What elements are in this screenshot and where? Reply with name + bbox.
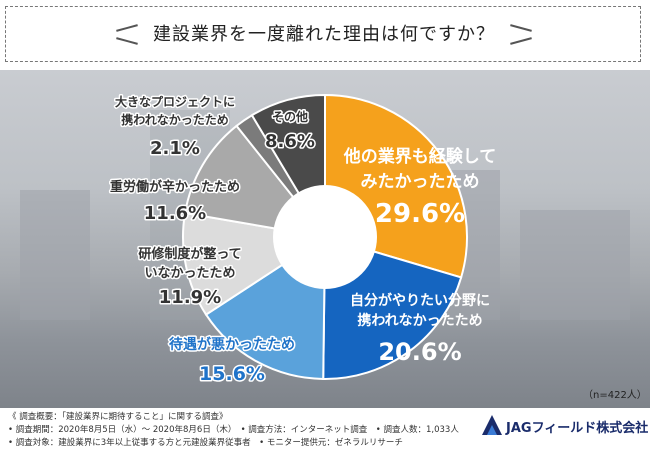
slice-label-2: 待遇が悪かったため xyxy=(169,336,295,353)
slice-label-4: 重労働が辛かったため xyxy=(110,179,240,195)
donut-hole xyxy=(273,185,377,289)
slice-label-1: 自分がやりたい分野に xyxy=(350,292,490,309)
slice-label-5-line2: 携われなかったため xyxy=(121,112,228,127)
slice-value-0: 29.6% xyxy=(375,199,465,229)
slice-value-4: 11.6% xyxy=(144,203,206,224)
slice-label-3: 研修制度が整って xyxy=(138,246,241,262)
slice-label-1-line2: 携われなかったため xyxy=(357,312,482,329)
slice-label-5: 大きなプロジェクトに xyxy=(115,94,235,109)
title-box: 建設業界を一度離れた理由は何ですか？ xyxy=(5,6,641,62)
slice-value-6: 8.6% xyxy=(265,131,315,152)
slice-label-0-line2: みたかったため xyxy=(361,172,480,192)
header: 建設業界を一度離れた理由は何ですか？ xyxy=(0,0,650,70)
logo-text: JAGフィールド株式会社 xyxy=(506,421,649,436)
slice-value-3: 11.9% xyxy=(159,287,221,308)
slice-label-3-line2: いなかったため xyxy=(144,266,235,281)
slice-label-6: その他 xyxy=(272,109,308,124)
footer-survey-target: • 調査対象：建設業界に3年以上従事する方と元建設業界従事者 • モニター提供元… xyxy=(8,438,403,448)
slice-value-1: 20.6% xyxy=(378,338,461,366)
footer-survey-period: • 調査期間：2020年8月5日（水）～ 2020年8月6日（木） • 調査方法… xyxy=(8,425,459,435)
footer-survey-title: 《 調査概要：「建設業界に期待すること」に関する調査》 xyxy=(8,412,228,422)
logo-icon xyxy=(482,415,502,435)
sample-size: （n=422人） xyxy=(583,390,647,401)
footer: 《 調査概要：「建設業界に期待すること」に関する調査》 • 調査期間：2020年… xyxy=(0,408,650,450)
slice-label-0: 他の業界も経験して xyxy=(343,146,497,167)
slice-value-5: 2.1% xyxy=(150,138,200,159)
company-logo: JAGフィールド株式会社 xyxy=(480,411,649,441)
page-title: 建設業界を一度離れた理由は何ですか？ xyxy=(153,24,495,45)
slice-value-2: 15.6% xyxy=(199,363,265,385)
